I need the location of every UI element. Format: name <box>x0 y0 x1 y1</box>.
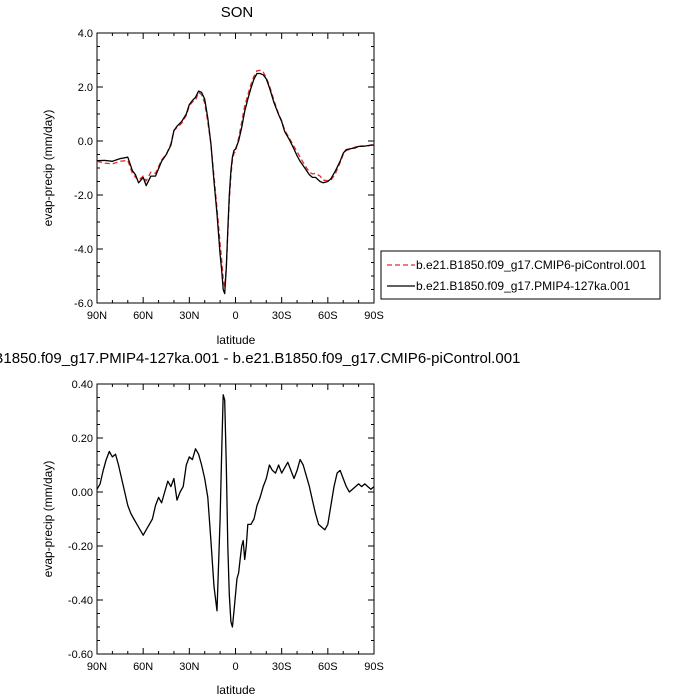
legend-box <box>380 250 661 300</box>
legend: b.e21.B1850.f09_g17.CMIP6-piControl.001 … <box>380 250 661 300</box>
bottom-plot-frame <box>96 383 375 655</box>
y-tick-label: -4.0 <box>74 244 93 256</box>
x-tick-label: 90S <box>364 310 384 322</box>
top-panel-title: SON <box>221 4 254 21</box>
x-tick-label: 60S <box>318 310 338 322</box>
series-line-control-0 <box>96 69 375 288</box>
bottom-y-ticks: -0.60 -0.40 -0.20 0.00 0.20 0.40 <box>68 379 374 661</box>
x-tick-label: 30N <box>179 661 199 673</box>
legend-label-control: b.e21.B1850.f09_g17.CMIP6-piControl.001 <box>416 258 646 272</box>
top-panel: SON -6.0 -4.0 -2.0 0.0 2.0 4.0 90N 60N 30N 0 30S 6… <box>41 4 384 347</box>
y-tick-label: -6.0 <box>74 298 93 310</box>
x-tick-label: 60N <box>133 661 153 673</box>
x-tick-label: 30S <box>272 661 292 673</box>
y-tick-label: -2.0 <box>74 190 93 202</box>
bottom-series-group <box>96 394 375 628</box>
y-tick-label: 0.0 <box>78 136 93 148</box>
y-tick-label: 0.20 <box>72 433 93 445</box>
x-tick-label: 90N <box>87 661 107 673</box>
x-tick-label: 0 <box>232 661 238 673</box>
series-line-pmip-0 <box>96 72 374 295</box>
bottom-panel: b.e21.B1850.f09_g17.PMIP4-127ka.001 - b.… <box>0 350 520 697</box>
top-x-ticks: 90N 60N 30N 0 30S 60S 90S <box>87 33 384 322</box>
x-tick-label: 30S <box>272 310 292 322</box>
y-tick-label: -0.60 <box>68 649 93 661</box>
y-tick-label: -0.40 <box>68 595 93 607</box>
x-tick-label: 0 <box>232 310 238 322</box>
x-tick-label: 90N <box>87 310 107 322</box>
bottom-panel-title: b.e21.B1850.f09_g17.PMIP4-127ka.001 - b.… <box>0 350 520 367</box>
y-tick-label: 4.0 <box>78 28 93 40</box>
bottom-y-axis-label: evap-precip (mm/day) <box>41 461 55 578</box>
top-plot-frame <box>96 32 375 304</box>
legend-label-pmip: b.e21.B1850.f09_g17.PMIP4-127ka.001 <box>416 279 630 293</box>
y-tick-label: 0.40 <box>72 379 93 391</box>
y-tick-label: 0.00 <box>72 487 93 499</box>
y-tick-label: -0.20 <box>68 541 93 553</box>
top-x-axis-label: latitude <box>217 333 256 347</box>
top-y-axis-label: evap-precip (mm/day) <box>41 110 55 227</box>
x-tick-label: 90S <box>364 661 384 673</box>
top-series-group <box>96 69 375 295</box>
x-tick-label: 30N <box>179 310 199 322</box>
top-y-ticks: -6.0 -4.0 -2.0 0.0 2.0 4.0 <box>74 28 374 310</box>
x-tick-label: 60N <box>133 310 153 322</box>
series-line-pmip-1 <box>96 394 375 628</box>
bottom-x-ticks: 90N 60N 30N 0 30S 60S 90S <box>87 384 384 673</box>
y-tick-label: 2.0 <box>78 82 93 94</box>
x-tick-label: 60S <box>318 661 338 673</box>
bottom-x-axis-label: latitude <box>217 683 256 697</box>
